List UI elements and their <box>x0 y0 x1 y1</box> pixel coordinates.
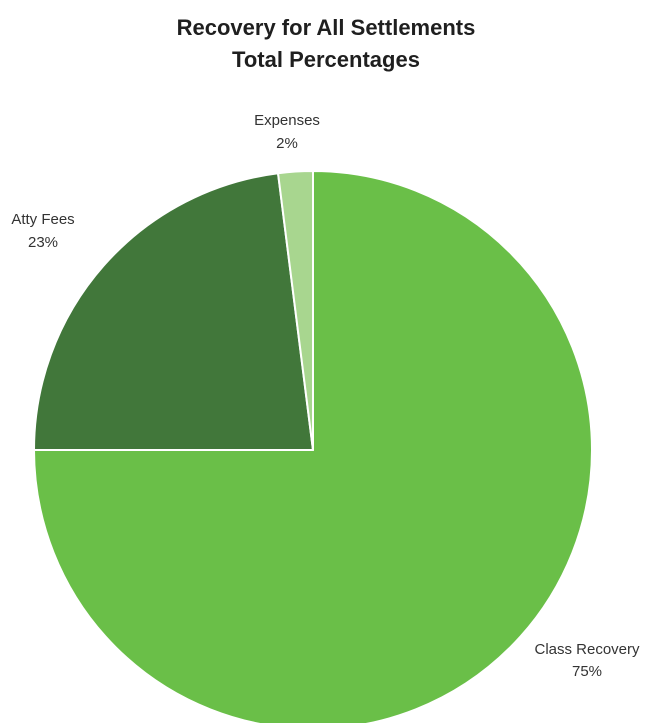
pie-slice-expenses <box>277 170 314 451</box>
slice-label-atty-fees: Atty Fees <box>11 211 74 228</box>
pie-slices <box>33 170 593 723</box>
pie-slice-atty-fees <box>33 172 314 451</box>
chart-title-block: Recovery for All Settlements Total Perce… <box>0 12 652 76</box>
chart-subtitle: Total Percentages <box>232 47 420 72</box>
slice-value-atty-fees: 23% <box>28 234 58 251</box>
pie-labels: Class Recovery 75% Atty Fees 23% Expenses 2% <box>11 112 640 680</box>
slice-value-class-recovery: 75% <box>572 663 602 680</box>
slice-value-expenses: 2% <box>276 135 298 152</box>
chart-title: Recovery for All Settlements <box>176 15 476 40</box>
slice-label-expenses: Expenses <box>254 112 320 129</box>
pie-slice-class-recovery <box>33 170 593 723</box>
slice-label-class-recovery: Class Recovery <box>534 641 640 658</box>
